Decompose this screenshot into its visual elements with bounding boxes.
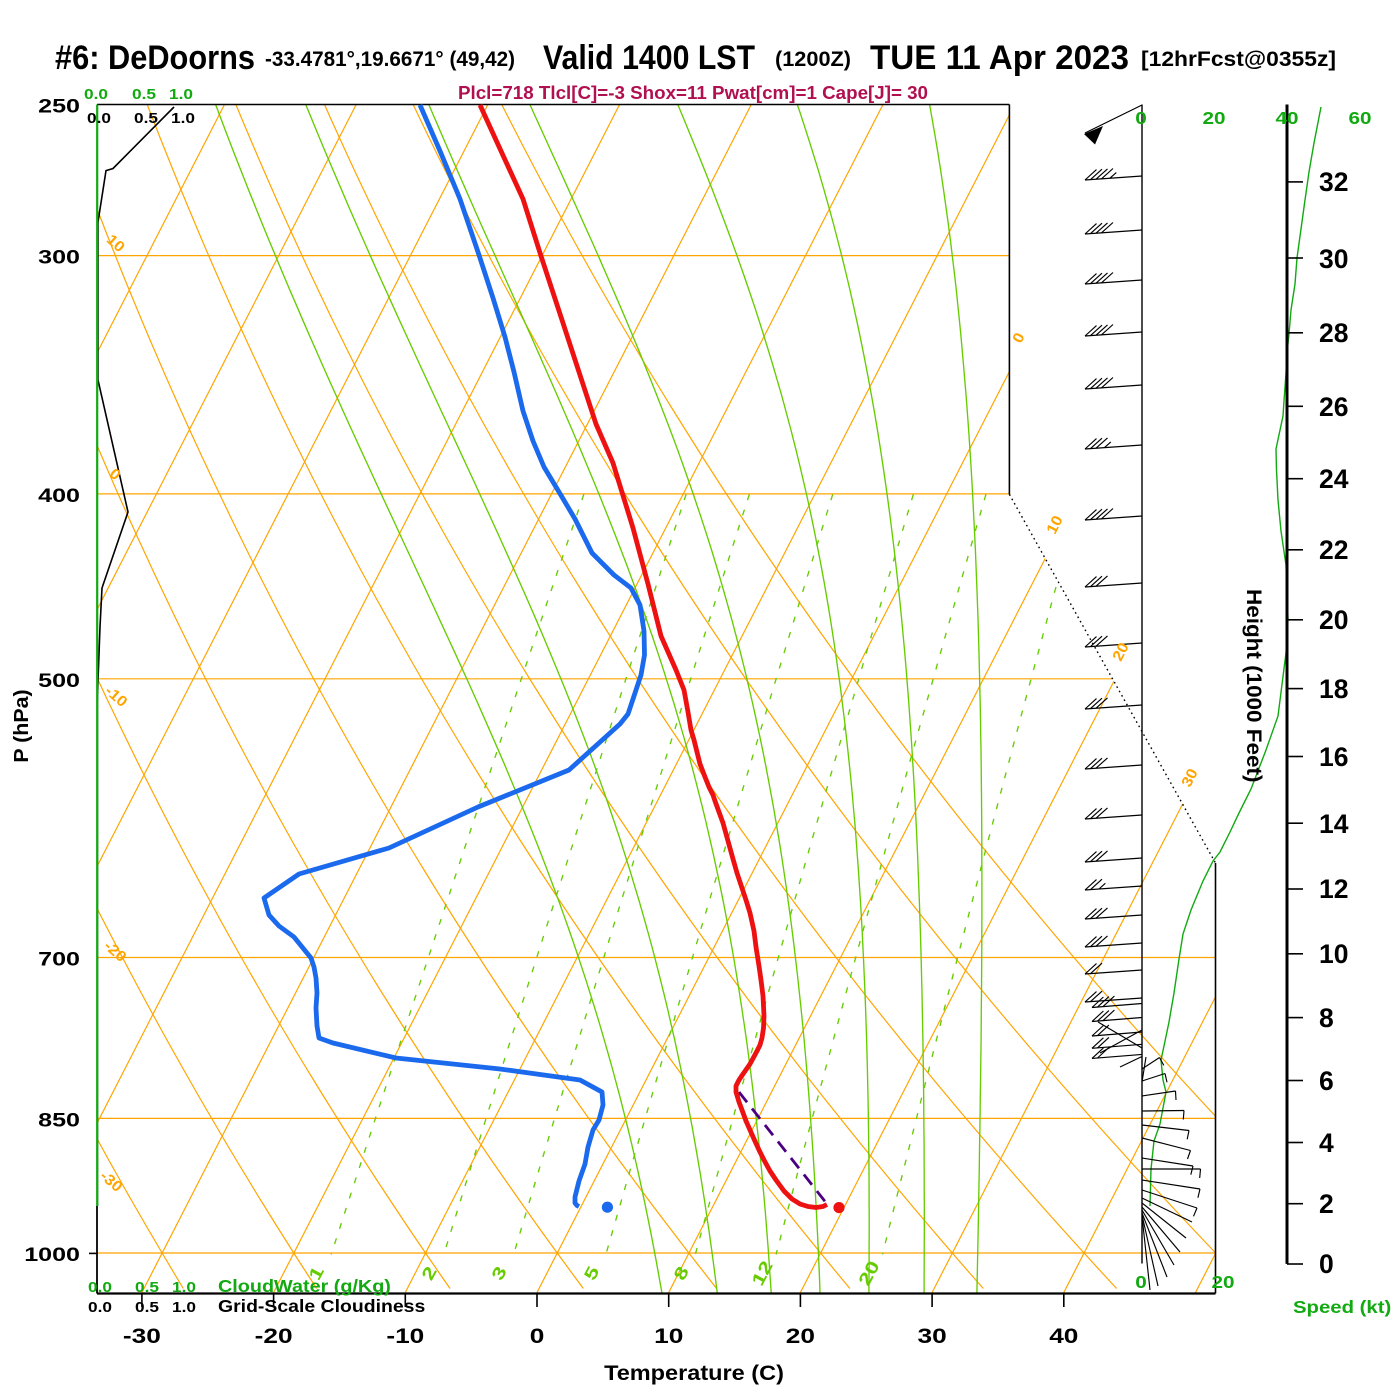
svg-text:20: 20: [1110, 640, 1133, 664]
svg-text:-33.4781°,19.6671° (49,42): -33.4781°,19.6671° (49,42): [265, 48, 515, 71]
svg-text:1.0: 1.0: [169, 86, 193, 103]
svg-text:4: 4: [1319, 1128, 1334, 1158]
svg-text:1.0: 1.0: [172, 1279, 196, 1296]
svg-text:700: 700: [38, 948, 80, 969]
svg-text:TUE 11 Apr 2023: TUE 11 Apr 2023: [870, 39, 1129, 77]
svg-text:-20: -20: [255, 1324, 293, 1348]
svg-text:0.5: 0.5: [134, 110, 158, 127]
svg-text:20: 20: [1202, 108, 1225, 128]
svg-text:500: 500: [38, 670, 80, 691]
svg-text:24: 24: [1319, 464, 1349, 494]
svg-text:300: 300: [38, 246, 80, 267]
svg-text:30: 30: [1319, 244, 1348, 274]
svg-text:10: 10: [1044, 513, 1067, 537]
svg-text:26: 26: [1319, 392, 1348, 422]
svg-text:Speed (kt): Speed (kt): [1293, 1298, 1391, 1318]
svg-text:12: 12: [1319, 874, 1348, 904]
svg-text:(1200Z): (1200Z): [775, 48, 851, 71]
svg-text:0.5: 0.5: [135, 1279, 159, 1296]
svg-text:28: 28: [1319, 318, 1348, 348]
svg-text:#6: DeDoorns: #6: DeDoorns: [55, 39, 255, 77]
svg-text:10: 10: [1319, 939, 1348, 969]
svg-text:0.0: 0.0: [88, 1299, 112, 1316]
svg-text:40: 40: [1049, 1324, 1078, 1348]
svg-text:14: 14: [1319, 809, 1349, 839]
svg-text:0: 0: [1319, 1249, 1334, 1279]
svg-text:22: 22: [1319, 535, 1348, 565]
svg-text:P (hPa): P (hPa): [11, 689, 33, 762]
svg-text:2: 2: [1319, 1189, 1334, 1219]
svg-text:10: 10: [654, 1324, 683, 1348]
svg-text:30: 30: [1179, 766, 1202, 790]
svg-text:0.5: 0.5: [135, 1299, 159, 1316]
svg-text:60: 60: [1348, 108, 1371, 128]
svg-text:6: 6: [1319, 1066, 1334, 1096]
svg-text:1.0: 1.0: [171, 110, 195, 127]
svg-text:20: 20: [1211, 1272, 1234, 1292]
svg-text:1000: 1000: [24, 1244, 80, 1265]
svg-text:0.0: 0.0: [88, 1279, 112, 1296]
svg-text:8: 8: [1319, 1003, 1334, 1033]
svg-text:Height (1000 Feet): Height (1000 Feet): [1242, 589, 1266, 782]
svg-text:250: 250: [38, 95, 80, 116]
svg-text:20: 20: [786, 1324, 815, 1348]
svg-text:-30: -30: [123, 1324, 161, 1348]
svg-text:Plcl=718 Tlcl[C]=-3 Shox=11 Pw: Plcl=718 Tlcl[C]=-3 Shox=11 Pwat[cm]=1 C…: [458, 82, 928, 103]
svg-text:18: 18: [1319, 674, 1348, 704]
svg-text:-10: -10: [386, 1324, 424, 1348]
svg-text:Grid-Scale Cloudiness: Grid-Scale Cloudiness: [218, 1296, 425, 1316]
svg-text:CloudWater (g/Kg): CloudWater (g/Kg): [218, 1277, 391, 1297]
svg-text:[12hrFcst@0355z]: [12hrFcst@0355z]: [1141, 48, 1336, 71]
svg-text:0.5: 0.5: [132, 86, 156, 103]
svg-text:0.0: 0.0: [87, 110, 111, 127]
svg-text:Valid 1400 LST: Valid 1400 LST: [543, 39, 755, 77]
svg-text:0: 0: [1135, 108, 1147, 128]
svg-text:400: 400: [38, 485, 80, 506]
svg-text:0: 0: [1135, 1272, 1147, 1292]
svg-text:32: 32: [1319, 167, 1348, 197]
svg-text:40: 40: [1275, 108, 1298, 128]
svg-text:20: 20: [1319, 605, 1348, 635]
svg-text:0: 0: [530, 1324, 545, 1348]
svg-text:850: 850: [38, 1109, 80, 1130]
svg-text:30: 30: [918, 1324, 947, 1348]
svg-text:16: 16: [1319, 742, 1348, 772]
svg-text:Temperature (C): Temperature (C): [604, 1361, 784, 1385]
svg-text:0.0: 0.0: [84, 86, 108, 103]
svg-text:1.0: 1.0: [172, 1299, 196, 1316]
